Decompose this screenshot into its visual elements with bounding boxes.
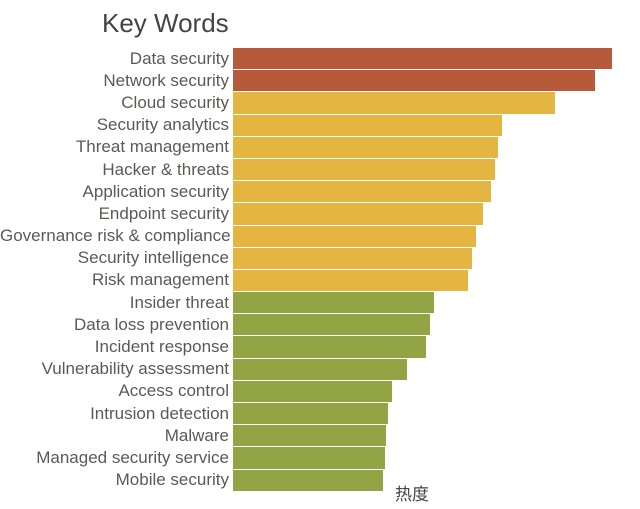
category-label: Insider threat bbox=[0, 293, 233, 313]
chart-row: Governance risk & compliance bbox=[0, 226, 622, 247]
bar-track bbox=[233, 270, 612, 291]
chart-row: Intrusion detection bbox=[0, 403, 622, 424]
bar bbox=[233, 314, 430, 335]
chart-row: Access control bbox=[0, 381, 622, 402]
chart-row: Hacker & threats bbox=[0, 159, 622, 180]
chart-row: Incident response bbox=[0, 336, 622, 357]
bar bbox=[233, 336, 426, 357]
category-label: Network security bbox=[0, 71, 233, 91]
bar bbox=[233, 270, 468, 291]
category-label: Governance risk & compliance bbox=[0, 226, 233, 246]
chart-row: Security intelligence bbox=[0, 248, 622, 269]
chart-row: Network security bbox=[0, 70, 622, 91]
bar-track bbox=[233, 314, 612, 335]
bar bbox=[233, 470, 383, 491]
bar-track bbox=[233, 181, 612, 202]
chart-row: Cloud security bbox=[0, 92, 622, 113]
chart-row: Data loss prevention bbox=[0, 314, 622, 335]
chart-title: Key Words bbox=[102, 8, 229, 39]
chart-rows: Data securityNetwork securityCloud secur… bbox=[0, 48, 622, 492]
bar-track bbox=[233, 70, 612, 91]
bar bbox=[233, 137, 498, 158]
chart-row: Managed security service bbox=[0, 447, 622, 468]
keyword-heat-chart: Key Words Data securityNetwork securityC… bbox=[0, 0, 640, 509]
bar bbox=[233, 48, 612, 69]
category-label: Intrusion detection bbox=[0, 404, 233, 424]
bar bbox=[233, 381, 392, 402]
chart-row: Vulnerability assessment bbox=[0, 359, 622, 380]
bar bbox=[233, 115, 502, 136]
category-label: Security intelligence bbox=[0, 248, 233, 268]
category-label: Malware bbox=[0, 426, 233, 446]
category-label: Data security bbox=[0, 49, 233, 69]
category-label: Access control bbox=[0, 381, 233, 401]
bar bbox=[233, 70, 595, 91]
bar-track bbox=[233, 425, 612, 446]
bar-track bbox=[233, 159, 612, 180]
category-label: Security analytics bbox=[0, 115, 233, 135]
chart-row: Insider threat bbox=[0, 292, 622, 313]
bar bbox=[233, 226, 476, 247]
bar-track bbox=[233, 48, 612, 69]
category-label: Data loss prevention bbox=[0, 315, 233, 335]
category-label: Mobile security bbox=[0, 470, 233, 490]
category-label: Endpoint security bbox=[0, 204, 233, 224]
bar-track bbox=[233, 359, 612, 380]
bar bbox=[233, 203, 483, 224]
bar-track bbox=[233, 248, 612, 269]
bar bbox=[233, 403, 388, 424]
bar bbox=[233, 425, 386, 446]
bar-track bbox=[233, 203, 612, 224]
bar bbox=[233, 181, 491, 202]
category-label: Cloud security bbox=[0, 93, 233, 113]
chart-row: Malware bbox=[0, 425, 622, 446]
bar-track bbox=[233, 137, 612, 158]
category-label: Threat management bbox=[0, 137, 233, 157]
chart-row: Endpoint security bbox=[0, 203, 622, 224]
bar-track bbox=[233, 403, 612, 424]
category-label: Hacker & threats bbox=[0, 160, 233, 180]
chart-row: Mobile security bbox=[0, 470, 622, 491]
bar-track bbox=[233, 226, 612, 247]
chart-row: Data security bbox=[0, 48, 622, 69]
chart-row: Application security bbox=[0, 181, 622, 202]
category-label: Vulnerability assessment bbox=[0, 359, 233, 379]
chart-row: Risk management bbox=[0, 270, 622, 291]
bar-track bbox=[233, 336, 612, 357]
bar-track bbox=[233, 381, 612, 402]
category-label: Incident response bbox=[0, 337, 233, 357]
bar-track bbox=[233, 92, 612, 113]
bar-track bbox=[233, 447, 612, 468]
category-label: Application security bbox=[0, 182, 233, 202]
bar bbox=[233, 248, 472, 269]
chart-row: Security analytics bbox=[0, 115, 622, 136]
bar bbox=[233, 159, 495, 180]
bar bbox=[233, 92, 555, 113]
category-label: Risk management bbox=[0, 270, 233, 290]
bar bbox=[233, 292, 434, 313]
bar-track bbox=[233, 292, 612, 313]
category-label: Managed security service bbox=[0, 448, 233, 468]
chart-row: Threat management bbox=[0, 137, 622, 158]
x-axis-label: 热度 bbox=[395, 480, 429, 505]
bar-track bbox=[233, 115, 612, 136]
bar bbox=[233, 447, 385, 468]
bar bbox=[233, 359, 407, 380]
